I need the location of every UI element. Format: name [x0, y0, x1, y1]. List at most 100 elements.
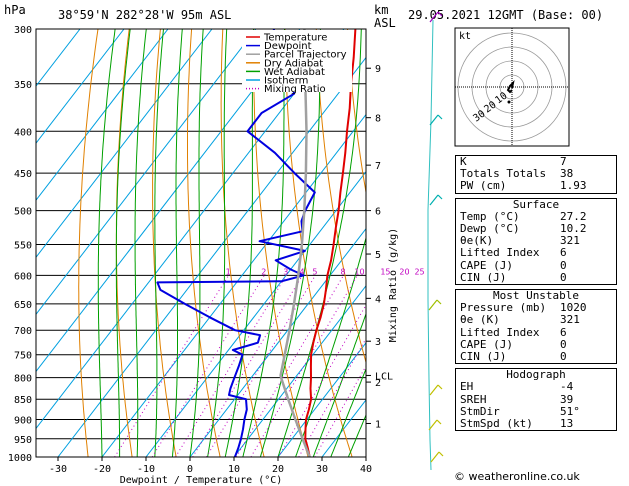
pressure-tick-label: 300	[14, 25, 32, 36]
index-row: CIN (J) 0	[456, 270, 616, 284]
mixing-ratio-line	[192, 275, 303, 457]
wind-barb-flag	[436, 299, 442, 305]
plot-frame	[35, 28, 367, 458]
wet-adiabat-line	[207, 29, 228, 457]
index-value: 13	[560, 417, 574, 431]
height-tick-label: 5	[375, 250, 381, 261]
legend-label: Dry Adiabat	[264, 58, 323, 69]
x-tick-label: -30	[49, 464, 67, 475]
index-row: CAPE (J) 0	[456, 258, 616, 272]
isotherm-line	[36, 29, 125, 144]
hodograph-trace	[506, 79, 515, 94]
index-label: CIN (J)	[460, 350, 507, 364]
pressure-tick-label: 700	[14, 326, 32, 337]
wind-barb	[429, 194, 439, 206]
x-tick-label: -10	[137, 464, 155, 475]
location-title: 38°59'N 282°28'W 95m ASL	[58, 8, 231, 22]
most-unstable-box-title: Most Unstable	[492, 289, 580, 303]
index-value: -4	[560, 380, 574, 394]
height-tick-label: 4	[375, 294, 381, 305]
height-ref: ASL	[374, 16, 396, 30]
index-row: Pressure (mb) 1020	[456, 302, 616, 314]
index-row: Temp (°C) 27.2	[456, 209, 616, 223]
wet-adiabat-line	[154, 29, 164, 457]
mixing-ratio-axis-label: Mixing Ratio (g/kg)	[388, 228, 399, 342]
legend-label: Mixing Ratio	[264, 84, 326, 95]
x-axis-label: Dewpoint / Temperature (°C)	[120, 475, 283, 486]
height-tick-label: 7	[375, 161, 381, 172]
wind-barb	[429, 11, 439, 23]
index-label: StmDir	[460, 404, 500, 418]
wind-barb	[430, 451, 440, 463]
pressure-unit: hPa	[4, 3, 26, 17]
surface-box: Surface Temp (°C) 27.2 Dewp (°C) 10.2 θe(K) 32…	[455, 197, 617, 286]
wet-adiabat-line	[242, 29, 285, 457]
wind-barb-flag	[436, 419, 442, 425]
index-row: Dewp (°C) 10.2	[456, 222, 616, 236]
index-value: 321	[560, 234, 580, 248]
dry-adiabat-line	[347, 29, 366, 196]
isotherm-line	[233, 284, 366, 457]
pressure-tick-label: 600	[14, 271, 32, 282]
index-value: 0	[560, 270, 567, 284]
height-unit: km	[374, 3, 388, 17]
mixing-ratio-line	[250, 275, 358, 457]
isotherm-line	[36, 29, 169, 202]
index-row: θe (K) 321	[456, 314, 616, 326]
legend-label: Isotherm	[264, 76, 308, 87]
x-tick-label: 0	[187, 464, 193, 475]
index-value: 1020	[560, 301, 587, 315]
height-tick-label: 2	[375, 378, 381, 389]
index-value: 7	[560, 155, 567, 168]
isotherm-line	[277, 342, 366, 457]
legend-label: Wet Adiabat	[264, 67, 325, 78]
dry-adiabat-line	[152, 29, 177, 457]
index-label: Totals Totals	[460, 167, 547, 181]
parcel-trajectory-profile-line	[279, 29, 311, 457]
index-label: CAPE (J)	[460, 258, 513, 272]
index-row: CIN (J) 0	[456, 350, 616, 364]
isotherm-line	[36, 29, 301, 373]
dry-adiabat-line	[284, 29, 353, 457]
pressure-tick-label: 950	[14, 435, 32, 446]
index-label: Lifted Index	[460, 325, 540, 339]
pressure-tick-label: 850	[14, 395, 32, 406]
wind-barb	[428, 419, 438, 431]
wind-barb	[429, 384, 439, 396]
pressure-tick-label: 900	[14, 416, 32, 427]
pressure-tick-label: 650	[14, 300, 32, 311]
index-row: Lifted Index 6	[456, 325, 616, 339]
mixing-ratio-label: 3	[283, 267, 288, 276]
pressure-tick-label: 1000	[8, 453, 32, 464]
height-tick-label: 6	[375, 207, 381, 218]
index-label: EH	[460, 380, 474, 394]
lcl-label: LCL	[375, 371, 393, 382]
index-row: θe(K) 321	[456, 235, 616, 247]
surface-box-title: Surface	[512, 197, 560, 211]
x-tick-label: 10	[228, 464, 240, 475]
wind-barb	[429, 114, 439, 126]
index-row: Totals Totals 38	[456, 167, 616, 181]
mixing-ratio-label: 2	[261, 267, 266, 276]
legend-label: Dewpoint	[264, 41, 312, 52]
index-label: Dewp (°C)	[460, 222, 520, 236]
index-value: 0	[560, 350, 567, 364]
isotherm-line	[36, 29, 213, 259]
dry-adiabat-line	[115, 29, 133, 457]
indices-top-box: K 7 Totals Totals 38 PW (cm) 1.93	[455, 155, 617, 194]
wind-barb-flag	[437, 11, 443, 17]
mixing-ratio-label: 1	[226, 267, 231, 276]
wind-barbs	[427, 11, 444, 471]
dry-adiabat-line	[187, 29, 221, 457]
hodograph-unit-label: kt	[459, 31, 471, 42]
temperature-profile-line	[304, 29, 357, 457]
wind-barb-flag	[437, 114, 443, 120]
index-row: SREH 39	[456, 393, 616, 406]
legend-label: Parcel Trajectory	[264, 50, 347, 61]
index-value: 51°	[560, 404, 580, 418]
height-tick-label: 3	[375, 337, 381, 348]
index-label: Temp (°C)	[460, 209, 520, 223]
wet-adiabat-line	[330, 367, 366, 457]
